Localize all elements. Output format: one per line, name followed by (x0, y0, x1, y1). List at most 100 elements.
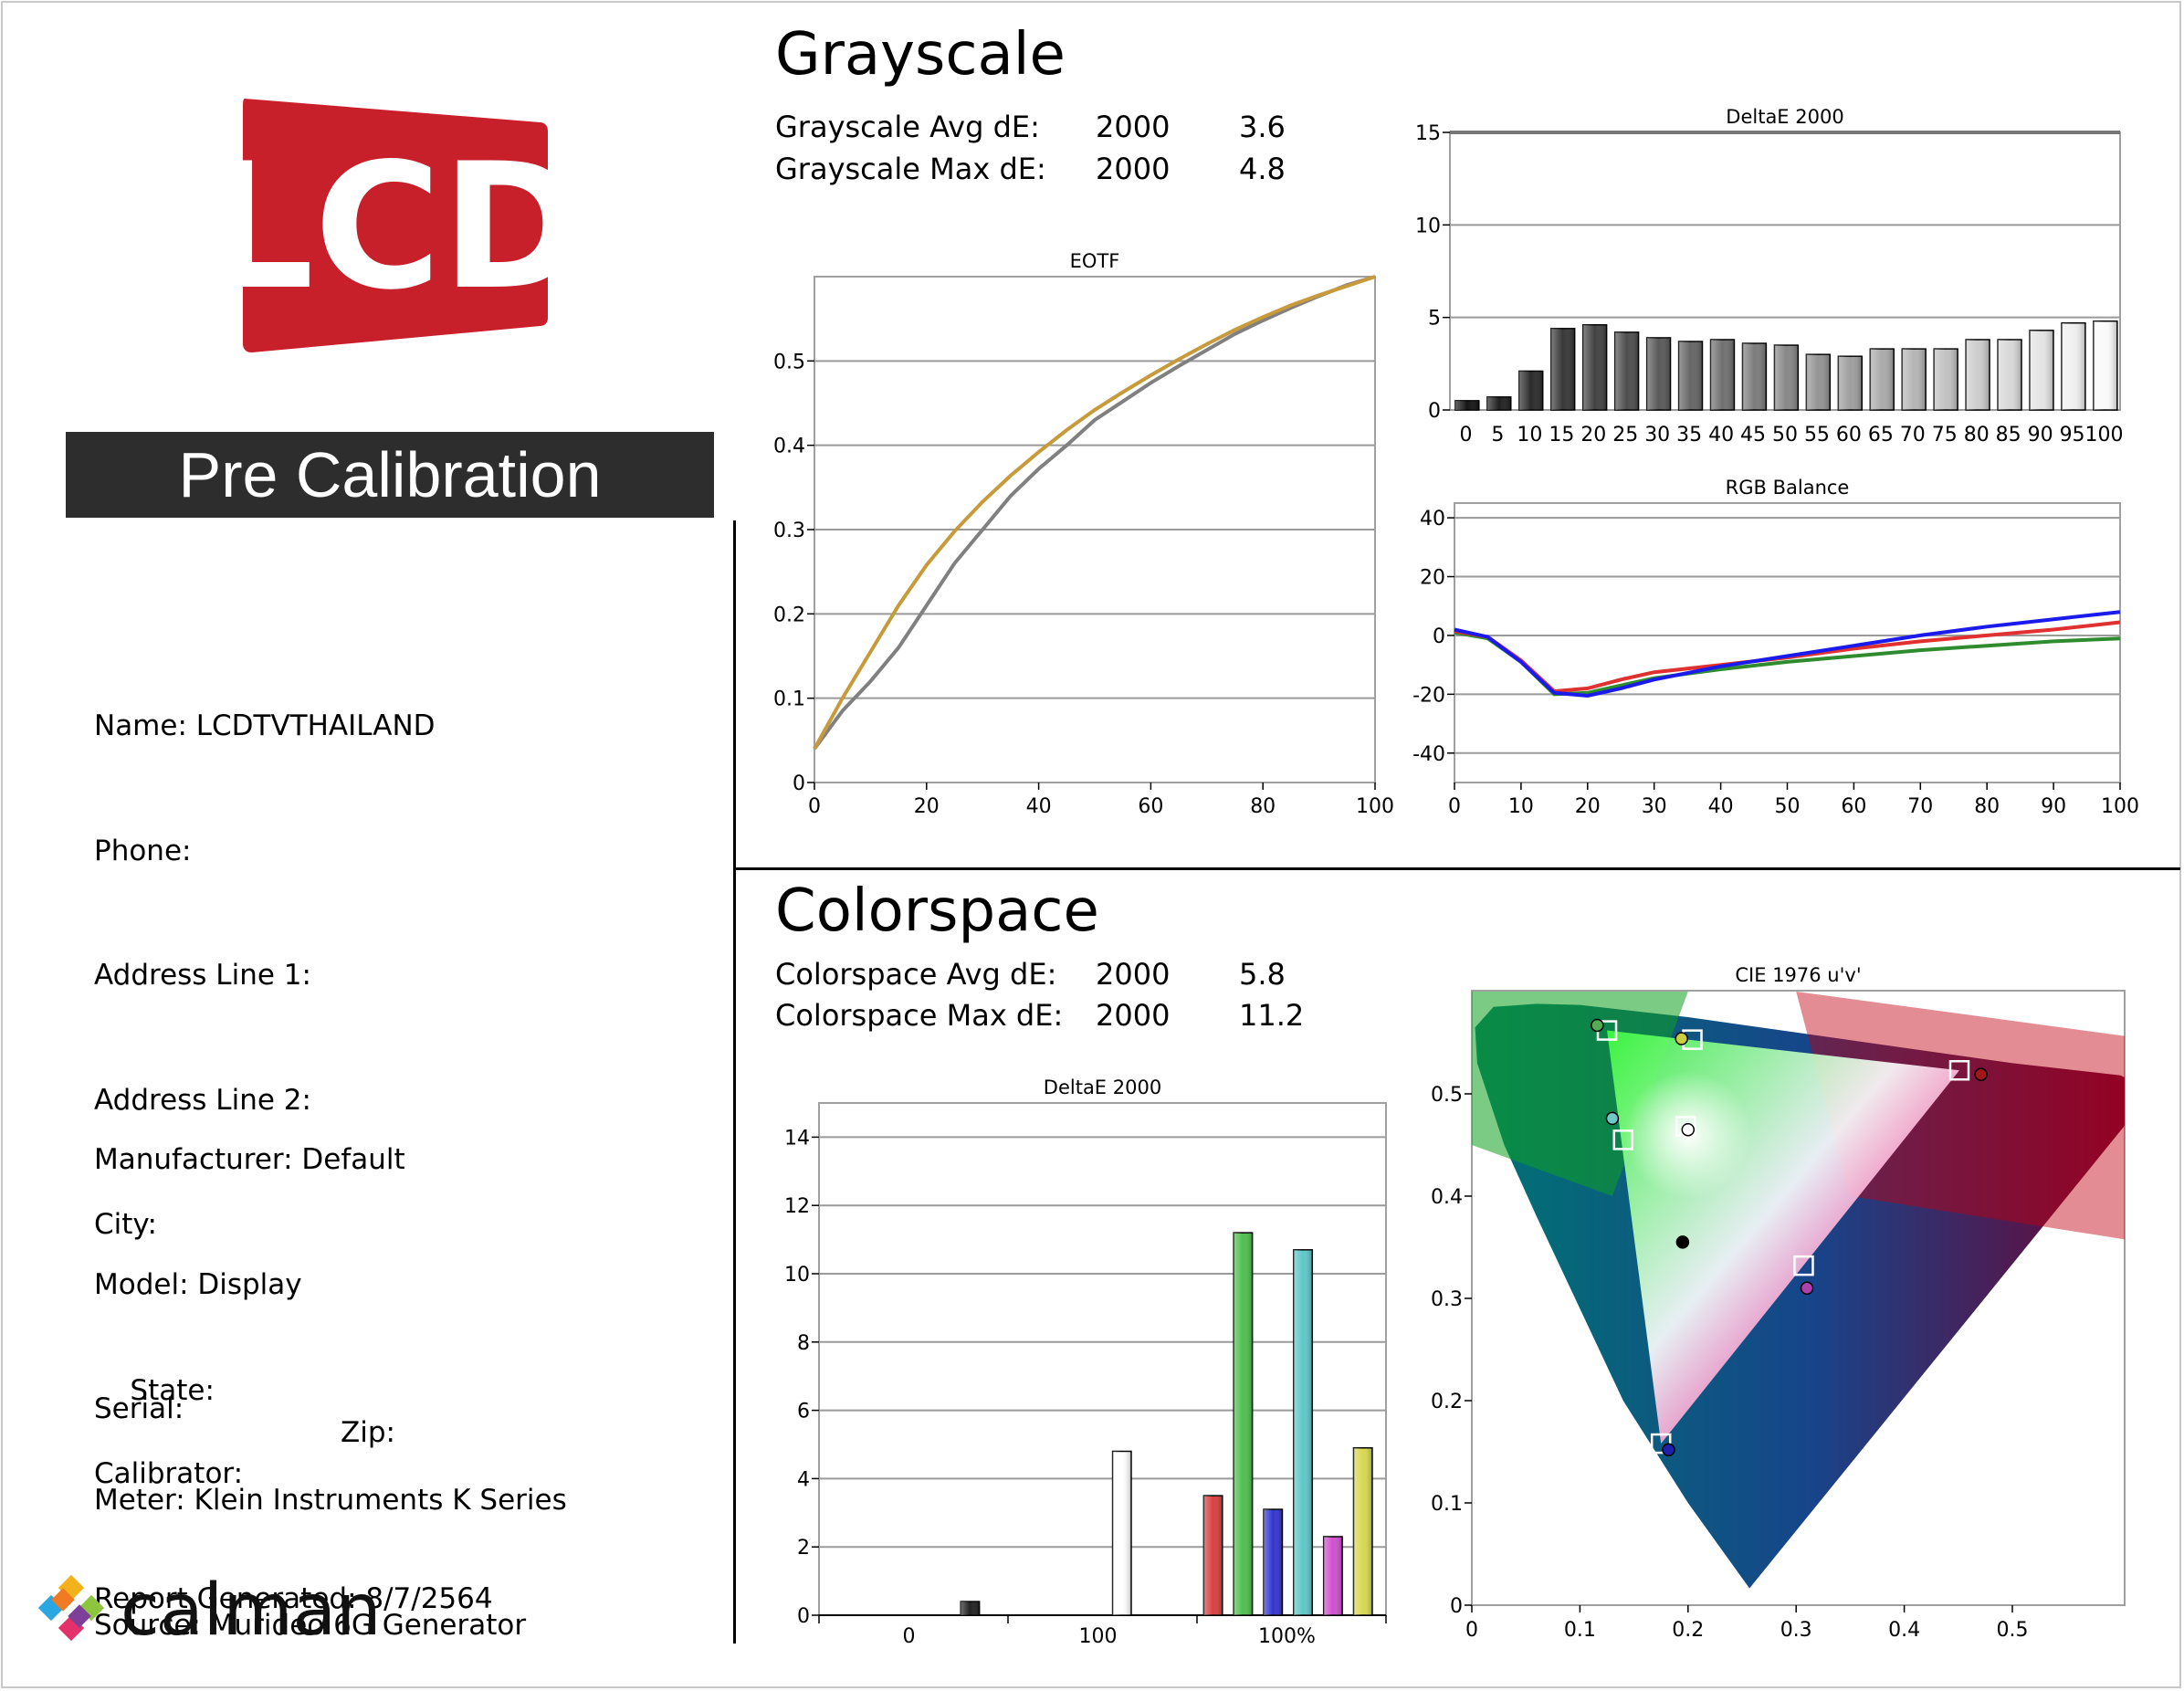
gray-de-ytick-label: 10 (1415, 215, 1441, 237)
cie-ytick-label: 0.3 (1431, 1288, 1463, 1311)
gray-de-bar-shade (1806, 354, 1831, 410)
grayscale-max-std: 2000 (1096, 152, 1171, 186)
eotf-xtick-label: 80 (1250, 795, 1276, 818)
rgb-xtick-label: 10 (1508, 795, 1534, 818)
gray-de-bar-shade (1486, 396, 1511, 410)
color-de-bar-shade (1264, 1509, 1283, 1615)
horizontal-divider (736, 867, 2180, 870)
gray-de-xtick-label: 30 (1644, 424, 1670, 446)
cie-xtick-label: 0.4 (1888, 1619, 1920, 1642)
grayscale-avg-std: 2000 (1096, 110, 1171, 144)
cie-diagram (1472, 992, 2125, 1589)
gray-de-bar-shade (1646, 337, 1671, 410)
cie-target-square (1793, 1255, 1814, 1276)
gray-de-ytick-label: 5 (1428, 308, 1441, 331)
gray-de-xtick-label: 75 (1932, 424, 1958, 446)
gray-de-xtick-label: 70 (1900, 424, 1926, 446)
cie-measured-point (1800, 1281, 1814, 1296)
cie-target-square (1948, 1059, 1970, 1081)
cie-title: CIE 1976 u'v' (1735, 964, 1861, 986)
color-de-ytick-label: 4 (797, 1468, 810, 1491)
gray-de-bar-shade (1550, 328, 1575, 410)
cie-xtick-label: 0.1 (1564, 1619, 1596, 1642)
info-address2: Address Line 2: (94, 1083, 311, 1117)
gray-de-xtick-label: 45 (1740, 424, 1766, 446)
info-meter: Meter: Klein Instruments K Series (94, 1484, 567, 1517)
rgb-xtick-label: 30 (1642, 795, 1667, 818)
info-source: Source: Murideo 6G Generator (94, 1608, 527, 1642)
info-phone: Phone: (94, 834, 192, 867)
colorspace-max-label: Colorspace Max dE: (775, 998, 1064, 1033)
color-de-xtick-label: 100% (1258, 1625, 1316, 1648)
info-model: Model: Display (94, 1267, 302, 1301)
rgb-xtick-label: 80 (1974, 795, 2000, 818)
eotf-ytick-label: 0.1 (773, 688, 805, 711)
color-de-ytick-label: 10 (784, 1264, 810, 1287)
rgb-xtick-label: 20 (1575, 795, 1601, 818)
grayscale-max-value: 4.8 (1239, 152, 1286, 186)
gray-de-bar-shade (1902, 349, 1927, 410)
eotf-series-line-0 (813, 275, 1376, 751)
gray-de-xtick-label: 100 (2085, 424, 2124, 446)
color-de-bar-shade (1353, 1447, 1372, 1615)
gray-de-xtick-label: 35 (1676, 424, 1702, 446)
color-de-ytick-label: 12 (784, 1195, 810, 1218)
device-info: Manufacturer: Default Model: Display Ser… (94, 1056, 405, 1472)
colorspace-max-value: 11.2 (1239, 998, 1305, 1033)
rgb-series-line-2 (1454, 610, 2121, 698)
colorspace-title: Colorspace (775, 877, 1099, 945)
rgb-xtick-label: 0 (1448, 795, 1461, 818)
gray-de-xtick-label: 60 (1836, 424, 1862, 446)
gray-de-xtick-label: 50 (1772, 424, 1798, 446)
contact-info: Name: LCDTVTHAILAND Phone: Address Line … (94, 623, 493, 1662)
gray-de-title: DeltaE 2000 (1726, 106, 1843, 128)
gray-de-bar-shade (1678, 341, 1703, 410)
gray-de-bar-shade (1518, 371, 1543, 410)
gray-de-bar-shade (1966, 339, 1990, 410)
rgb-xtick-label: 60 (1841, 795, 1866, 818)
gray-de-bar-shade (1710, 339, 1735, 410)
color-de-title: DeltaE 2000 (1044, 1077, 1161, 1098)
rgb-title: RGB Balance (1726, 477, 1850, 499)
rgb-xtick-label: 100 (2101, 795, 2139, 818)
gray-de-bar-shade (1742, 343, 1767, 410)
eotf-xtick-label: 0 (808, 795, 821, 818)
eotf-xtick-label: 40 (1026, 795, 1052, 818)
equipment-info: Meter: Klein Instruments K Series Source… (94, 1397, 567, 1688)
grayscale-max-label: Grayscale Max dE: (775, 152, 1046, 186)
eotf-xtick-label: 60 (1138, 795, 1163, 818)
gray-de-xtick-label: 25 (1612, 424, 1638, 446)
gray-de-bar-shade (1838, 356, 1863, 410)
cie-ytick-label: 0.2 (1431, 1391, 1463, 1413)
color-de-ytick-label: 6 (797, 1401, 810, 1423)
color-de-ytick-label: 8 (797, 1332, 810, 1355)
gray-de-bar-shade (1454, 400, 1479, 410)
info-zip: Zip: (341, 1415, 395, 1449)
rgb-xtick-label: 70 (1907, 795, 1933, 818)
info-calibrator: Calibrator: (94, 1457, 244, 1490)
eotf-xtick-label: 20 (914, 795, 940, 818)
cie-ytick-label: 0.5 (1431, 1084, 1463, 1107)
gray-de-ytick-label: 15 (1415, 122, 1441, 145)
gray-de-xtick-label: 0 (1459, 424, 1472, 446)
cie-measured-point (1974, 1067, 1988, 1081)
gray-de-xtick-label: 85 (1996, 424, 2021, 446)
info-address1: Address Line 1: (94, 959, 311, 992)
color-de-bar-shade (961, 1602, 980, 1615)
cie-measured-point (1681, 1122, 1696, 1137)
rgb-ytick-label: 40 (1420, 508, 1445, 530)
rgb-series-line-0 (1454, 630, 2121, 697)
rgb-xtick-label: 40 (1708, 795, 1734, 818)
color-de-ytick-label: 14 (784, 1127, 810, 1150)
gray-de-bar-shade (1870, 349, 1895, 410)
cie-measured-point (1675, 1032, 1688, 1045)
gray-de-bar-shade (2093, 320, 2117, 410)
gray-de-bar-shade (1998, 339, 2021, 410)
colorspace-avg-std: 2000 (1096, 957, 1171, 992)
info-state: State: (130, 1374, 215, 1407)
cie-measured-point (1605, 1111, 1620, 1126)
cie-xtick-label: 0.5 (1997, 1619, 2029, 1642)
brand-name: calman (121, 1570, 382, 1652)
